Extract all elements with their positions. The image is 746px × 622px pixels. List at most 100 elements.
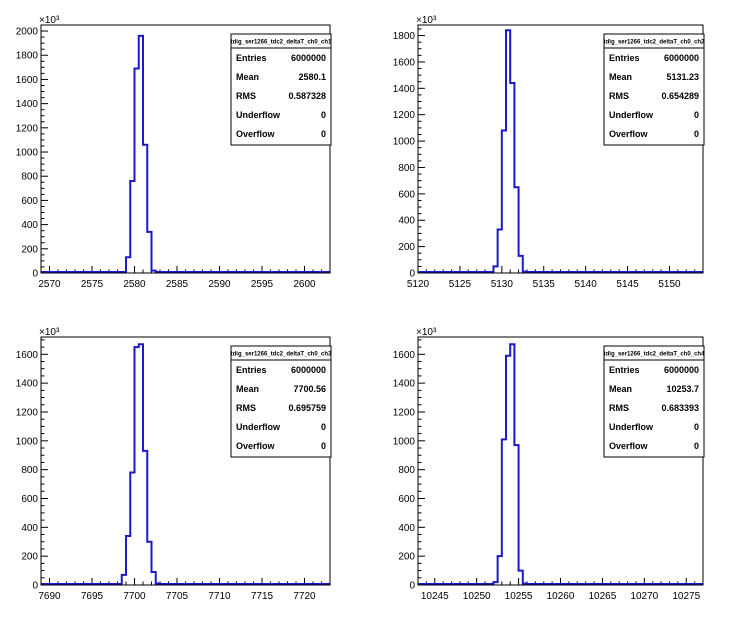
x-tick-label: 7690 [38,591,61,602]
y-tick-label: 1600 [16,350,39,361]
y-tick-label: 200 [398,552,415,563]
stats-label: Mean [609,384,632,394]
x-tick-label: 7710 [208,591,231,602]
histogram-title: tdig_ser1266_tdc2_deltaT_ch0_ch1 [231,40,332,46]
stats-label: Mean [236,72,259,82]
stats-label: Underflow [609,110,654,120]
x-tick-label: 5150 [658,279,681,290]
y-tick-label: 1600 [393,350,416,361]
y-tick-label: 200 [398,242,415,253]
x-tick-label: 5125 [449,279,472,290]
stats-value: 0 [694,110,699,120]
x-tick-label: 5135 [533,279,556,290]
y-tick-label: 0 [409,581,415,592]
histogram-title: tdig_ser1266_tdc2_deltaT_ch0_ch4 [604,352,705,358]
stats-label: Entries [609,53,640,63]
stats-value: 0.695759 [288,403,326,413]
stats-value: 0 [694,129,699,139]
y-tick-label: 800 [398,465,415,476]
stats-value: 6000000 [664,365,699,375]
y-tick-label: 1800 [393,31,416,42]
x-tick-label: 5120 [407,279,430,290]
histogram-panel-2: 0 200 400 600 800 1000 1200 1400 1600 1800 5120 512… [393,15,705,290]
y-tick-label: 0 [32,269,38,280]
x-tick-label: 2575 [81,279,104,290]
y-tick-label: 200 [21,244,38,255]
stats-label: Entries [609,365,640,375]
stats-value: 10253.7 [666,384,699,394]
stats-box-frame [230,33,332,146]
x-tick-label: 2600 [293,279,316,290]
y-tick-label: 1200 [393,407,416,418]
stats-value: 2580.1 [298,72,326,82]
y-tick-label: 0 [32,581,38,592]
x-tick-label: 2570 [38,279,61,290]
y-tick-label: 600 [21,494,38,505]
stats-label: RMS [236,91,256,101]
x-tick-label: 5130 [491,279,514,290]
y-tick-label: 0 [409,269,415,280]
y-tick-label: 800 [398,163,415,174]
x-tick-label: 10260 [547,591,575,602]
stats-value: 0 [321,441,326,451]
y-tick-label: 800 [21,172,38,183]
stats-label: Entries [236,365,267,375]
y-tick-label: 1400 [16,379,39,390]
y-tick-label: 1000 [16,148,39,159]
stats-value: 0.683393 [661,403,699,413]
histogram-line [418,343,703,585]
y-tick-label: 1800 [16,51,39,62]
x-tick-label: 10265 [589,591,617,602]
x-tick-label: 2595 [251,279,274,290]
stats-label: RMS [609,403,629,413]
stats-value: 0 [321,129,326,139]
y-tick-label: 1200 [16,123,39,134]
histogram-title: tdig_ser1266_tdc2_deltaT_ch0_ch2 [604,40,705,46]
x-tick-label: 5140 [575,279,598,290]
x-tick-label: 10270 [630,591,658,602]
x-tick-label: 7695 [81,591,104,602]
stats-label: Overflow [236,129,276,139]
y-tick-label: 600 [398,494,415,505]
stats-value: 0 [321,110,326,120]
x-tick-label: 7705 [166,591,189,602]
y-multiplier-label: ×10³ [39,327,60,338]
stats-label: Underflow [609,422,654,432]
y-tick-label: 600 [398,189,415,200]
x-tick-label: 10250 [463,591,491,602]
y-multiplier-label: ×10³ [416,327,437,338]
y-tick-label: 1200 [393,110,416,121]
x-tick-label: 10275 [672,591,700,602]
x-tick-label: 2590 [208,279,231,290]
histogram-panel-4: 0 200 400 600 800 1000 1200 1400 1600 10245 10250 1… [393,327,705,602]
stats-value: 0 [694,422,699,432]
y-tick-label: 1400 [393,84,416,95]
stats-value: 0.587328 [288,91,326,101]
x-tick-label: 7720 [293,591,316,602]
stats-label: Entries [236,53,267,63]
y-tick-label: 1400 [393,379,416,390]
plot-frame [40,24,331,274]
stats-label: Overflow [609,129,649,139]
y-tick-label: 2000 [16,27,39,38]
y-tick-label: 400 [21,523,38,534]
y-tick-label: 600 [21,196,38,207]
x-tick-label: 2580 [123,279,146,290]
stats-label: Underflow [236,110,281,120]
stats-box: tdig_ser1266_tdc2_deltaT_ch0_ch1 Entries 6… [230,33,332,146]
histogram-line [41,343,330,585]
histogram-line [41,34,330,273]
y-tick-label: 1600 [393,57,416,68]
stats-value: 0 [321,422,326,432]
stats-label: RMS [609,91,629,101]
y-tick-label: 1000 [16,436,39,447]
y-tick-label: 1000 [393,137,416,148]
y-tick-label: 200 [21,552,38,563]
stats-box-frame [230,345,332,458]
stats-label: Underflow [236,422,281,432]
x-tick-label: 7715 [251,591,274,602]
histogram-panel-1: 0 200 400 600 800 1000 1200 1400 1600 1800 2000 257… [16,15,332,290]
stats-value: 0.654289 [661,91,699,101]
stats-box-frame [603,345,705,458]
